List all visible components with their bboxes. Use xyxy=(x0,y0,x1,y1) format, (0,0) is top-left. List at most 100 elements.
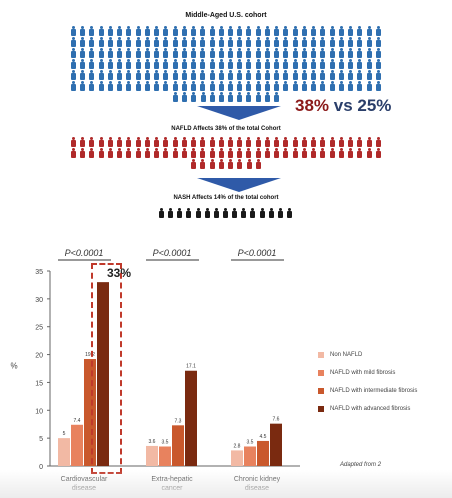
person-icon xyxy=(236,48,243,58)
person-icon xyxy=(301,137,308,147)
person-icon xyxy=(79,148,86,158)
person-icon xyxy=(338,148,345,158)
person-icon xyxy=(213,208,220,218)
person-icon xyxy=(218,26,225,36)
person-icon xyxy=(209,81,216,91)
person-icon xyxy=(209,48,216,58)
person-icon xyxy=(245,148,252,158)
person-icon xyxy=(375,37,382,47)
person-icon xyxy=(144,70,151,80)
person-icon xyxy=(264,59,271,69)
person-icon xyxy=(199,70,206,80)
person-icon xyxy=(153,81,160,91)
person-icon xyxy=(162,37,169,47)
person-icon xyxy=(79,59,86,69)
person-icon xyxy=(209,92,216,102)
person-icon xyxy=(282,81,289,91)
person-icon xyxy=(199,148,206,158)
bar xyxy=(270,423,282,466)
person-icon xyxy=(200,92,207,102)
person-icon xyxy=(181,37,188,47)
person-icon xyxy=(292,81,299,91)
person-icon xyxy=(209,70,216,80)
person-icon xyxy=(181,92,188,102)
person-icon xyxy=(292,137,299,147)
pictogram-row xyxy=(190,159,262,169)
person-icon xyxy=(329,37,336,47)
person-icon xyxy=(135,59,142,69)
legend-label: NAFLD with intermediate fibrosis xyxy=(330,388,418,394)
person-icon xyxy=(282,48,289,58)
person-icon xyxy=(190,70,197,80)
person-icon xyxy=(107,70,114,80)
bottom-fade xyxy=(0,470,452,498)
person-icon xyxy=(218,137,225,147)
person-icon xyxy=(181,26,188,36)
person-icon xyxy=(236,137,243,147)
person-icon xyxy=(227,26,234,36)
person-icon xyxy=(236,37,243,47)
y-tick-label: 5 xyxy=(39,436,43,443)
bar xyxy=(97,282,109,466)
y-tick-label: 0 xyxy=(39,464,43,471)
person-icon xyxy=(319,148,326,158)
nash-caption: NASH Affects 14% of the total cohort xyxy=(173,195,279,201)
person-icon xyxy=(153,37,160,47)
person-icon xyxy=(329,81,336,91)
person-icon xyxy=(282,37,289,47)
person-icon xyxy=(236,81,243,91)
person-icon xyxy=(144,137,151,147)
person-icon xyxy=(218,70,225,80)
person-icon xyxy=(301,59,308,69)
person-icon xyxy=(107,26,114,36)
person-icon xyxy=(292,59,299,69)
prevalence-comparison: 38% vs 25% xyxy=(295,96,391,116)
person-icon xyxy=(329,26,336,36)
person-icon xyxy=(310,59,317,69)
person-icon xyxy=(218,148,225,158)
p-value-label: P<0.0001 xyxy=(65,248,104,258)
person-icon xyxy=(292,148,299,158)
person-icon xyxy=(116,48,123,58)
person-icon xyxy=(98,37,105,47)
person-icon xyxy=(273,26,280,36)
person-icon xyxy=(356,59,363,69)
person-icon xyxy=(204,208,211,218)
person-icon xyxy=(190,59,197,69)
person-icon xyxy=(347,137,354,147)
arrow-down-icon-2 xyxy=(197,178,281,192)
person-icon xyxy=(218,81,225,91)
person-icon xyxy=(162,81,169,91)
compare-vs: vs xyxy=(329,96,358,115)
person-icon xyxy=(245,81,252,91)
person-icon xyxy=(227,159,234,169)
person-icon xyxy=(375,26,382,36)
person-icon xyxy=(366,26,373,36)
person-icon xyxy=(319,137,326,147)
data-label: 7.6 xyxy=(273,417,280,423)
person-icon xyxy=(70,48,77,58)
person-icon xyxy=(135,48,142,58)
person-icon xyxy=(218,92,225,102)
person-icon xyxy=(264,48,271,58)
person-icon xyxy=(255,81,262,91)
person-icon xyxy=(153,70,160,80)
person-icon xyxy=(98,26,105,36)
person-icon xyxy=(181,70,188,80)
data-label: 17.1 xyxy=(186,364,196,370)
person-icon xyxy=(125,81,132,91)
person-icon xyxy=(172,81,179,91)
person-icon xyxy=(240,208,247,218)
person-icon xyxy=(181,59,188,69)
person-icon xyxy=(255,26,262,36)
person-icon xyxy=(264,37,271,47)
person-icon xyxy=(181,148,188,158)
person-icon xyxy=(172,26,179,36)
person-icon xyxy=(264,70,271,80)
person-icon xyxy=(329,70,336,80)
person-icon xyxy=(366,81,373,91)
bar xyxy=(146,445,158,466)
person-icon xyxy=(172,70,179,80)
person-icon xyxy=(255,159,262,169)
person-icon xyxy=(88,81,95,91)
